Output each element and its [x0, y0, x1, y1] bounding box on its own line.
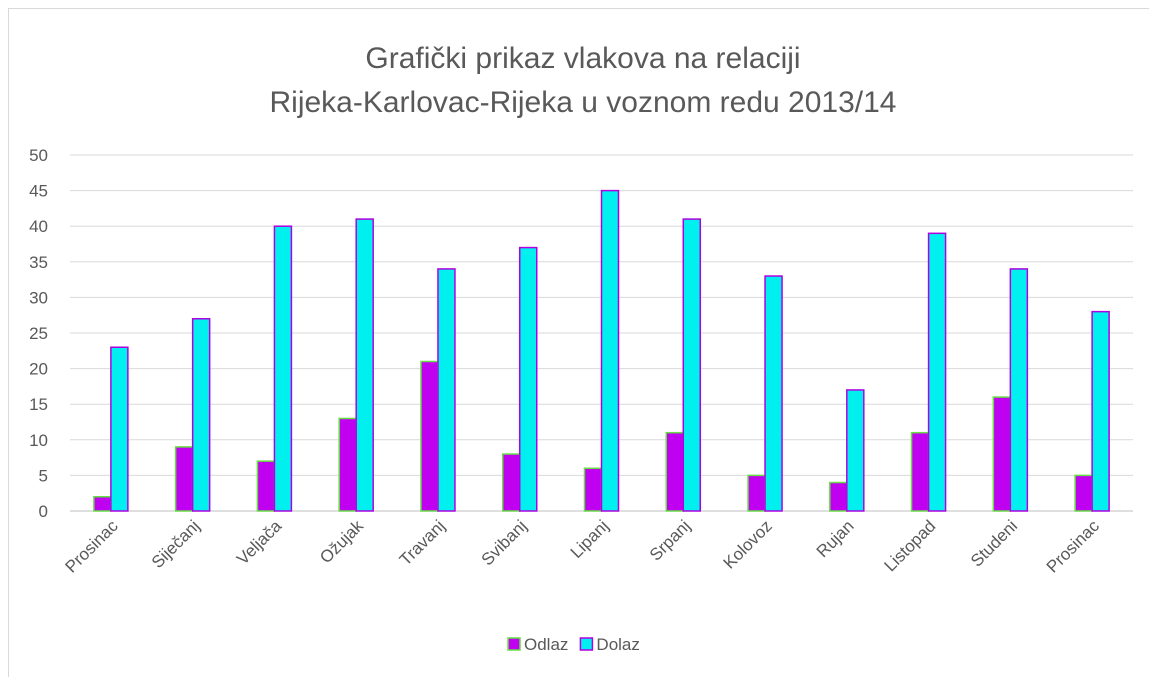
- y-tick-label: 10: [29, 431, 48, 450]
- bar: [583, 467, 603, 512]
- y-tick-label: 50: [29, 146, 48, 165]
- y-tick-label: 35: [29, 253, 48, 272]
- bar: [256, 460, 276, 512]
- bar: [174, 446, 194, 512]
- y-tick-label: 40: [29, 217, 48, 236]
- bar: [437, 268, 456, 512]
- bar: [501, 453, 521, 512]
- bar: [764, 275, 783, 512]
- y-tick-label: 5: [39, 466, 48, 485]
- bar: [1009, 268, 1029, 512]
- y-tick-label: 25: [29, 324, 48, 343]
- legend-swatch: [579, 637, 594, 651]
- bar: [191, 318, 211, 512]
- bar: [682, 218, 702, 512]
- bar: [338, 417, 357, 512]
- legend-label: Dolaz: [596, 635, 639, 654]
- bar: [927, 232, 947, 512]
- y-tick-label: 30: [29, 288, 48, 307]
- bar: [846, 389, 865, 512]
- bar: [518, 246, 538, 512]
- chart-title: Grafički prikaz vlakova na relaciji: [365, 42, 800, 75]
- bar: [600, 189, 620, 512]
- y-tick-label: 45: [29, 182, 48, 201]
- y-tick-label: 15: [29, 395, 48, 414]
- legend-swatch: [507, 637, 521, 651]
- legend-label: Odlaz: [524, 635, 568, 654]
- bar: [992, 396, 1012, 512]
- bar: [355, 218, 374, 512]
- bar: [273, 225, 293, 512]
- bar: [1074, 474, 1093, 512]
- y-tick-label: 0: [39, 502, 48, 521]
- bar: [420, 360, 439, 512]
- y-tick-label: 20: [29, 360, 48, 379]
- bar: [110, 346, 129, 512]
- bar: [93, 496, 112, 512]
- bar: [1091, 310, 1110, 512]
- bar: [829, 481, 848, 512]
- chart-title: Rijeka-Karlovac-Rijeka u voznom redu 201…: [270, 86, 897, 119]
- bar: [910, 431, 930, 512]
- bar: [665, 431, 685, 512]
- bar: [747, 474, 766, 512]
